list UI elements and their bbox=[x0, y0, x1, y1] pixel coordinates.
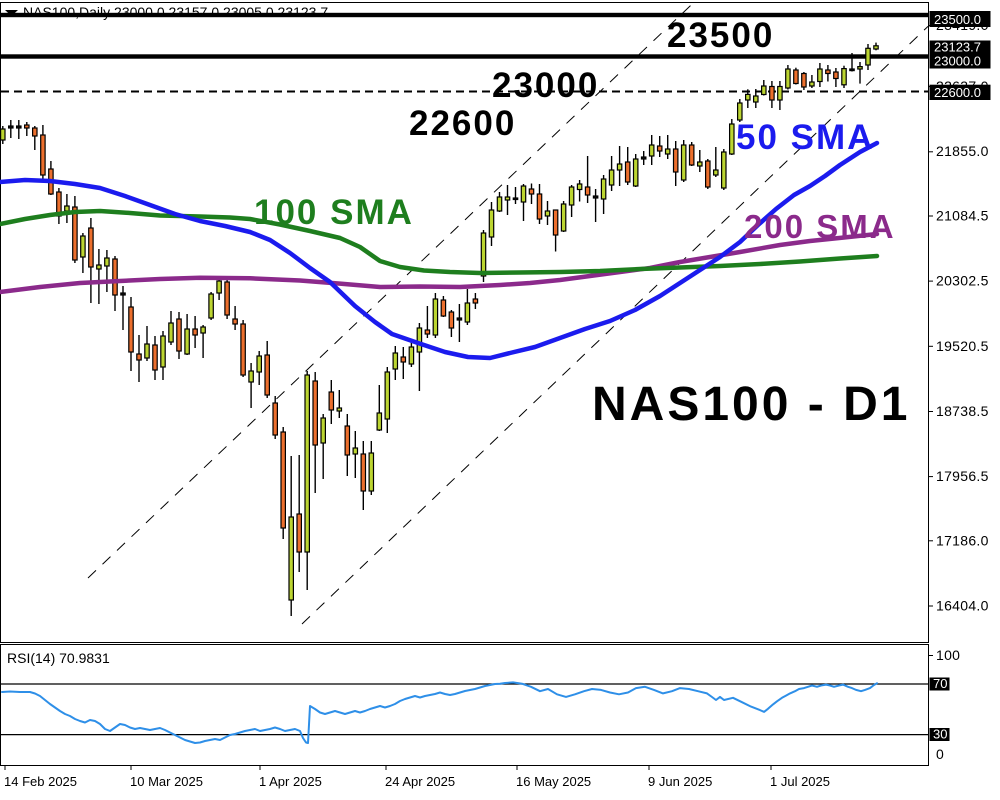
svg-text:22600: 22600 bbox=[409, 104, 516, 143]
svg-text:17956.5: 17956.5 bbox=[936, 468, 989, 484]
svg-text:200 SMA: 200 SMA bbox=[744, 208, 896, 245]
svg-text:23500: 23500 bbox=[667, 16, 774, 55]
svg-text:19520.5: 19520.5 bbox=[936, 338, 989, 354]
svg-text:20302.5: 20302.5 bbox=[936, 273, 989, 289]
svg-text:10 Mar 2025: 10 Mar 2025 bbox=[130, 774, 203, 789]
svg-text:23123.7: 23123.7 bbox=[934, 39, 981, 54]
svg-text:22600.0: 22600.0 bbox=[934, 85, 981, 100]
svg-text:30: 30 bbox=[933, 727, 947, 742]
svg-text:18738.5: 18738.5 bbox=[936, 403, 989, 419]
svg-text:50 SMA: 50 SMA bbox=[736, 118, 874, 157]
svg-text:100 SMA: 100 SMA bbox=[254, 193, 414, 232]
svg-text:NAS100,Daily 23000.0 23157.0: NAS100,Daily 23000.0 23157.0 23005.0 231… bbox=[23, 4, 328, 20]
svg-text:14 Feb 2025: 14 Feb 2025 bbox=[4, 774, 77, 789]
svg-text:RSI(14) 70.9831: RSI(14) 70.9831 bbox=[7, 650, 110, 666]
svg-text:24 Apr 2025: 24 Apr 2025 bbox=[385, 774, 455, 789]
svg-text:23000: 23000 bbox=[492, 66, 599, 105]
svg-text:17186.0: 17186.0 bbox=[936, 532, 989, 548]
svg-text:23500.0: 23500.0 bbox=[934, 12, 981, 27]
svg-text:100: 100 bbox=[936, 647, 960, 663]
svg-text:21084.5: 21084.5 bbox=[936, 208, 989, 224]
svg-text:16404.0: 16404.0 bbox=[936, 598, 989, 614]
svg-text:9 Jun 2025: 9 Jun 2025 bbox=[648, 774, 712, 789]
svg-text:NAS100 - D1: NAS100 - D1 bbox=[592, 378, 910, 431]
svg-text:1 Jul 2025: 1 Jul 2025 bbox=[770, 774, 830, 789]
svg-text:1 Apr 2025: 1 Apr 2025 bbox=[259, 774, 322, 789]
svg-text:0: 0 bbox=[936, 746, 944, 762]
svg-text:21855.0: 21855.0 bbox=[936, 143, 989, 159]
svg-text:16 May 2025: 16 May 2025 bbox=[516, 774, 591, 789]
svg-text:70: 70 bbox=[933, 676, 947, 691]
svg-text:23000.0: 23000.0 bbox=[934, 53, 981, 68]
